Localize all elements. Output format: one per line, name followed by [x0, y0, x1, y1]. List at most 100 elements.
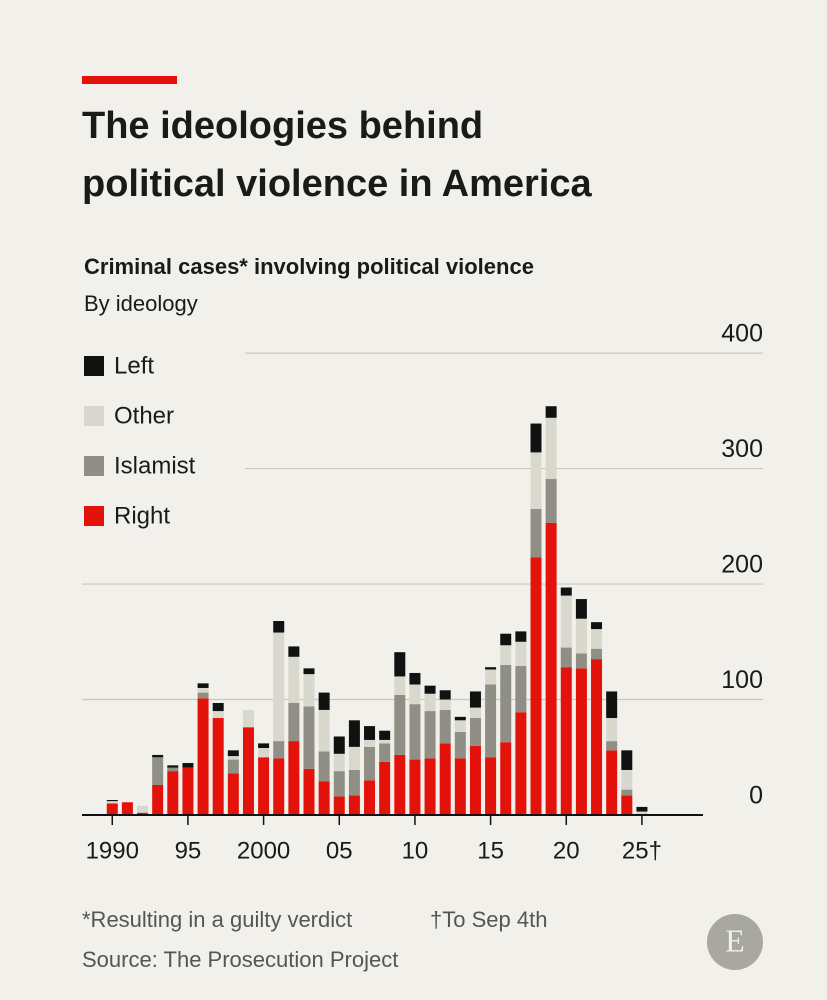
- bar-segment: [303, 674, 315, 707]
- bar-segment: [273, 758, 285, 815]
- bar-segment: [500, 742, 512, 815]
- bar-segment: [137, 805, 149, 813]
- bar-segment: [606, 718, 618, 742]
- bar-segment: [318, 751, 330, 782]
- legend-label: Right: [114, 502, 170, 529]
- bar-segment: [500, 664, 512, 743]
- bar-segment: [621, 769, 633, 790]
- bar-segment: [379, 730, 391, 740]
- bar-segment: [621, 795, 633, 815]
- bar-segment: [106, 799, 118, 802]
- bar-segment: [121, 802, 133, 815]
- bar-segment: [636, 806, 648, 812]
- bar-segment: [364, 726, 376, 740]
- bar-segment: [485, 684, 497, 758]
- bar-segment: [394, 676, 406, 695]
- bar-segment: [424, 758, 436, 815]
- bar-segment: [454, 758, 466, 815]
- bar-segment: [303, 668, 315, 675]
- bar-segment: [469, 718, 481, 746]
- bar-segment: [545, 522, 557, 815]
- bar-segment: [152, 784, 164, 815]
- bar-segment: [591, 622, 603, 630]
- bar-segment: [348, 720, 360, 747]
- bar-segment: [409, 759, 421, 815]
- bar-segment: [469, 745, 481, 815]
- bar-segment: [515, 666, 527, 713]
- bar-segment: [364, 780, 376, 815]
- y-tick-label: 100: [721, 666, 763, 694]
- x-tick-label: 95: [175, 837, 202, 864]
- bar-segment: [575, 599, 587, 619]
- legend-label: Islamist: [114, 452, 196, 479]
- bar-segment: [560, 647, 572, 668]
- bar-segment: [530, 557, 542, 815]
- bar-segment: [469, 707, 481, 718]
- bar-segment: [379, 743, 391, 762]
- legend-swatch: [84, 356, 104, 376]
- bar-segment: [258, 743, 270, 749]
- bar-segment: [333, 796, 345, 815]
- bar-segment: [560, 667, 572, 815]
- bar-segment: [303, 768, 315, 815]
- y-tick-label: 400: [721, 320, 763, 348]
- bar-segment: [424, 685, 436, 694]
- bar-segment: [591, 629, 603, 649]
- legend-swatch: [84, 456, 104, 476]
- bar-segment: [591, 648, 603, 660]
- x-tick-label: 2000: [237, 837, 290, 864]
- bar-segment: [606, 691, 618, 718]
- bar-segment: [333, 771, 345, 797]
- bar-segment: [621, 789, 633, 796]
- bar-segment: [182, 763, 194, 768]
- bar-segment: [439, 743, 451, 815]
- bar-segment: [394, 652, 406, 677]
- bar-segment: [273, 632, 285, 742]
- source: Source: The Prosecution Project: [82, 947, 398, 972]
- chart-title: political violence in America: [82, 163, 593, 205]
- bar-segment: [288, 702, 300, 742]
- bar-segment: [621, 750, 633, 770]
- logo: [707, 914, 763, 970]
- bar-segment: [575, 653, 587, 669]
- bar-segment: [575, 668, 587, 815]
- bar-segment: [545, 417, 557, 479]
- bar-segment: [212, 718, 224, 815]
- bar-segment: [364, 746, 376, 781]
- bar-segment: [303, 706, 315, 769]
- bar-segment: [167, 765, 179, 768]
- y-tick-label: 200: [721, 551, 763, 579]
- bar-segment: [152, 754, 164, 758]
- bar-segment: [364, 739, 376, 747]
- bar-segment: [197, 692, 209, 699]
- logo-letter: E: [725, 922, 745, 958]
- legend-swatch: [84, 506, 104, 526]
- bar-segment: [500, 633, 512, 646]
- legend-swatch: [84, 406, 104, 426]
- bar-segment: [379, 761, 391, 815]
- bar-segment: [454, 716, 466, 721]
- bar-segment: [439, 709, 451, 744]
- bar-segment: [424, 693, 436, 712]
- bar-segment: [318, 692, 330, 710]
- bar-segment: [394, 754, 406, 815]
- subtitle: By ideology: [84, 291, 198, 316]
- bar-segment: [530, 452, 542, 509]
- x-tick-label: 25†: [622, 837, 662, 864]
- bar-segment: [439, 690, 451, 700]
- bar-segment: [197, 698, 209, 815]
- bar-segment: [485, 757, 497, 815]
- bar-segment: [409, 704, 421, 760]
- bar-segment: [606, 750, 618, 815]
- bar-segment: [318, 709, 330, 752]
- bar-segment: [636, 811, 648, 814]
- bar-segment: [333, 736, 345, 754]
- bar-segment: [273, 741, 285, 759]
- bar-segment: [227, 750, 239, 757]
- bar-segment: [485, 669, 497, 685]
- bar-segment: [560, 587, 572, 596]
- bar-segment: [409, 684, 421, 705]
- bar-segment: [212, 702, 224, 712]
- bar-segment: [424, 711, 436, 759]
